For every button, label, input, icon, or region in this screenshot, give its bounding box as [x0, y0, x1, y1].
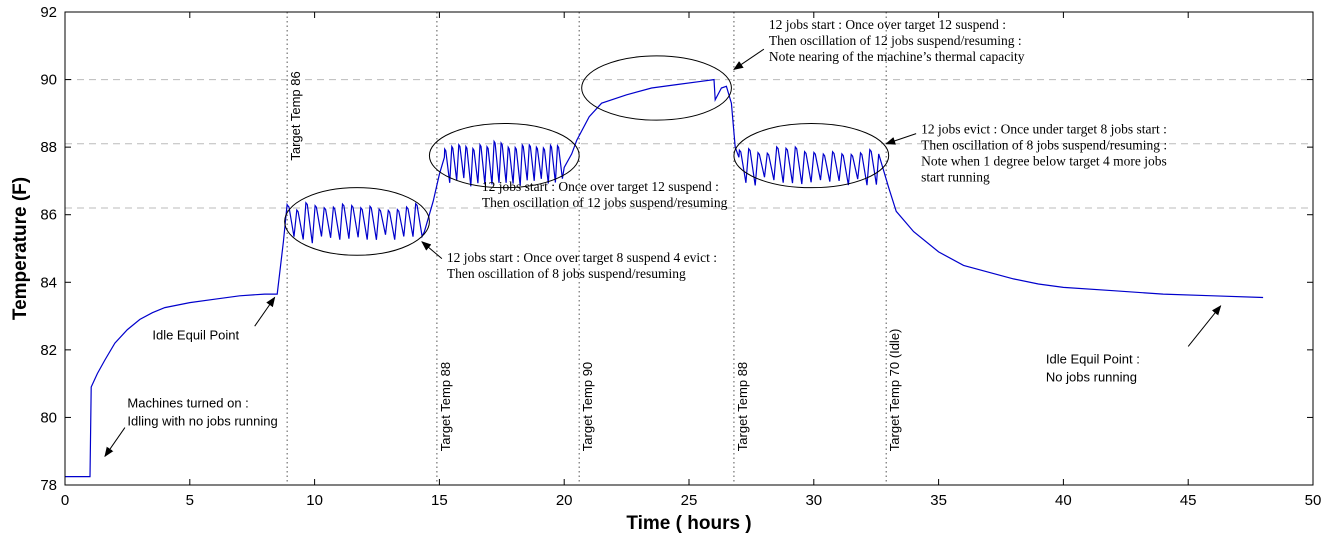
- annotation-arrow-2: [421, 241, 443, 260]
- oscillation-ellipse-3: [733, 122, 890, 189]
- y-tick-label-6: 90: [40, 72, 57, 89]
- annotation-0-line-1: Idling with no jobs running: [127, 413, 277, 428]
- y-tick-label-2: 82: [40, 342, 57, 359]
- y-axis-title: Temperature (F): [10, 177, 31, 320]
- gridlines: [65, 79, 1313, 209]
- annotation-3-line-1: Then oscillation of 12 jobs suspend/resu…: [482, 195, 728, 210]
- x-tick-label-1: 5: [186, 492, 194, 509]
- x-tick-label-6: 30: [805, 492, 822, 509]
- annotation-arrow-6: [1187, 305, 1222, 347]
- x-tick-label-5: 25: [681, 492, 698, 509]
- x-tick-label-7: 35: [930, 492, 947, 509]
- x-tick-label-0: 0: [61, 492, 69, 509]
- annotation-0-line-0: Machines turned on :: [127, 395, 248, 410]
- target-label-2: Target Temp 90: [580, 362, 595, 451]
- temperature-series-line: [65, 78, 1264, 478]
- x-tick-label-3: 15: [431, 492, 448, 509]
- x-tick-label-10: 50: [1305, 492, 1322, 509]
- target-label-1: Target Temp 88: [438, 362, 453, 451]
- x-tick-label-9: 45: [1180, 492, 1197, 509]
- y-tick-label-4: 86: [40, 207, 57, 224]
- annotation-6-line-1: No jobs running: [1046, 369, 1137, 384]
- annotation-5-line-0: 12 jobs evict : Once under target 8 jobs…: [921, 122, 1167, 137]
- target-markers: Target Temp 86 Target Temp 88 Target Temp …: [286, 12, 902, 485]
- annotation-arrow-4: [733, 48, 765, 70]
- annotation-arrow-1: [254, 296, 276, 327]
- target-label-4: Target Temp 70 (Idle): [887, 329, 902, 452]
- annotation-2-line-1: Then oscillation of 8 jobs suspend/resum…: [447, 266, 686, 281]
- axis-ticks: 0 5 10 15 20 25 30 35 40 45 50 78 80 82 84 86 88 90 92: [40, 4, 1321, 509]
- annotation-3: 12 jobs start : Once over target 12 susp…: [482, 179, 728, 210]
- x-tick-label-8: 40: [1055, 492, 1072, 509]
- annotation-6: Idle Equil Point : No jobs running: [1046, 351, 1140, 384]
- x-axis-title: Time ( hours ): [626, 513, 751, 534]
- x-tick-label-2: 10: [306, 492, 323, 509]
- y-tick-label-5: 88: [40, 139, 57, 156]
- annotation-arrow-5: [885, 133, 917, 145]
- annotation-4-line-1: Then oscillation of 12 jobs suspend/resu…: [769, 33, 1022, 48]
- annotation-0: Machines turned on : Idling with no jobs …: [127, 395, 277, 428]
- annotation-4-line-2: Note nearing of the machine’s thermal ca…: [769, 49, 1025, 64]
- annotation-4-line-0: 12 jobs start : Once over target 12 susp…: [769, 17, 1006, 32]
- y-tick-label-3: 84: [40, 274, 57, 291]
- oscillation-ellipse-0: [284, 187, 430, 256]
- series-layer: [65, 78, 1264, 478]
- ellipses: [284, 55, 890, 256]
- target-label-0: Target Temp 86: [288, 71, 303, 160]
- annotation-5-line-3: start running: [921, 170, 990, 185]
- target-label-3: Target Temp 88: [735, 362, 750, 451]
- annotation-2-line-0: 12 jobs start : Once over target 8 suspe…: [447, 250, 717, 265]
- annotation-2: 12 jobs start : Once over target 8 suspe…: [447, 250, 717, 281]
- annotation-1-line-0: Idle Equil Point: [152, 328, 239, 343]
- annotation-4: 12 jobs start : Once over target 12 susp…: [769, 17, 1025, 64]
- oscillation-ellipse-1: [428, 122, 580, 189]
- annotation-6-line-0: Idle Equil Point :: [1046, 351, 1140, 366]
- annotation-5-line-1: Then oscillation of 8 jobs suspend/resum…: [921, 138, 1167, 153]
- y-tick-label-0: 78: [40, 477, 57, 494]
- y-tick-label-7: 92: [40, 4, 57, 21]
- annotation-3-line-0: 12 jobs start : Once over target 12 susp…: [482, 179, 719, 194]
- annotation-5: 12 jobs evict : Once under target 8 jobs…: [921, 122, 1167, 185]
- oscillation-ellipse-2: [581, 55, 732, 121]
- annotation-1: Idle Equil Point: [152, 328, 239, 343]
- annotation-5-line-2: Note when 1 degree below target 4 more j…: [921, 154, 1167, 169]
- x-tick-label-4: 20: [556, 492, 573, 509]
- annotation-arrow-0: [104, 427, 126, 458]
- y-tick-label-1: 80: [40, 409, 57, 426]
- annotations: Machines turned on : Idling with no jobs …: [104, 17, 1222, 458]
